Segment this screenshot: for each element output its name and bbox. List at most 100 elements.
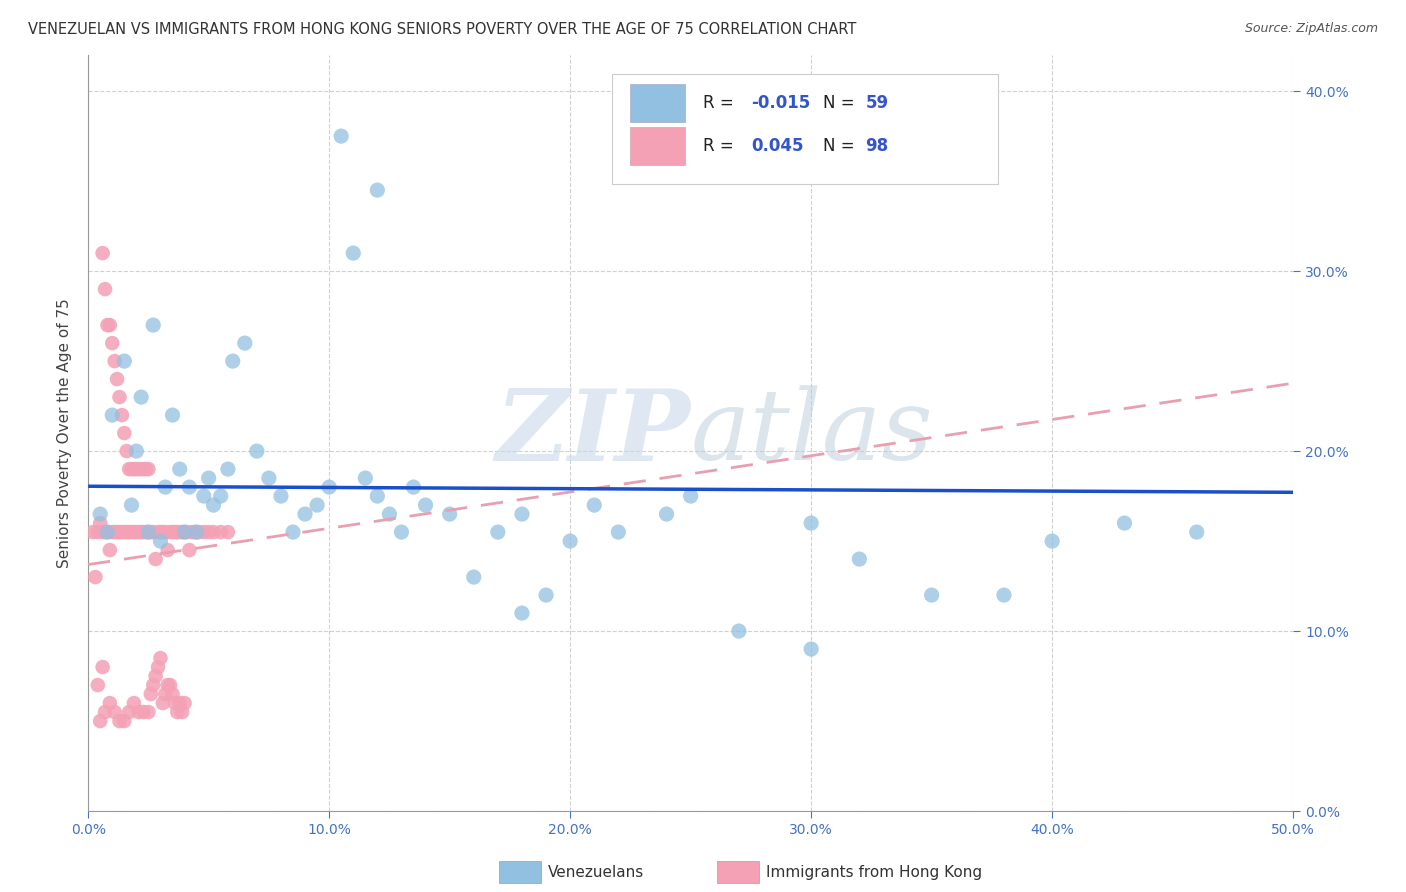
Point <box>108 525 131 540</box>
Point <box>98 543 121 558</box>
Point <box>121 498 143 512</box>
Text: VENEZUELAN VS IMMIGRANTS FROM HONG KONG SENIORS POVERTY OVER THE AGE OF 75 CORRE: VENEZUELAN VS IMMIGRANTS FROM HONG KONG … <box>28 22 856 37</box>
Point <box>183 525 205 540</box>
Point <box>96 525 118 540</box>
Point <box>129 462 152 476</box>
Point <box>162 408 184 422</box>
Point <box>129 390 152 404</box>
Point <box>307 498 329 512</box>
Point <box>132 462 155 476</box>
Point <box>146 525 169 540</box>
Point <box>145 552 167 566</box>
Point <box>112 714 135 728</box>
Point <box>179 480 201 494</box>
Point <box>118 525 141 540</box>
Point <box>993 588 1015 602</box>
Point <box>202 498 225 512</box>
Point <box>281 525 304 540</box>
Point <box>510 606 533 620</box>
FancyBboxPatch shape <box>630 127 685 165</box>
Point <box>163 696 186 710</box>
Point <box>89 714 111 728</box>
Point <box>98 696 121 710</box>
Text: N =: N = <box>823 94 860 112</box>
Point <box>91 525 114 540</box>
Y-axis label: Seniors Poverty Over the Age of 75: Seniors Poverty Over the Age of 75 <box>58 298 72 568</box>
Point <box>188 525 211 540</box>
Point <box>202 525 225 540</box>
Point <box>330 129 353 144</box>
Point <box>169 462 191 476</box>
Point <box>510 507 533 521</box>
Point <box>101 525 124 540</box>
Text: 98: 98 <box>865 136 889 155</box>
Point <box>159 678 181 692</box>
Point <box>128 462 150 476</box>
Point <box>209 525 232 540</box>
Point <box>104 525 127 540</box>
Point <box>156 678 179 692</box>
Point <box>125 462 148 476</box>
Point <box>89 516 111 530</box>
Point <box>318 480 340 494</box>
Point <box>800 516 823 530</box>
Point <box>415 498 437 512</box>
Point <box>149 534 172 549</box>
Point <box>166 525 188 540</box>
Point <box>800 642 823 657</box>
Point <box>139 687 162 701</box>
Point <box>209 489 232 503</box>
Point <box>108 390 131 404</box>
Point <box>94 525 117 540</box>
Point <box>118 705 141 719</box>
Point <box>142 318 165 332</box>
Point <box>125 525 148 540</box>
Point <box>270 489 292 503</box>
Point <box>217 462 239 476</box>
Point <box>111 408 134 422</box>
Point <box>145 669 167 683</box>
Point <box>121 462 143 476</box>
Point <box>142 678 165 692</box>
Point <box>105 372 128 386</box>
Point <box>138 705 160 719</box>
Point <box>176 525 198 540</box>
Text: Immigrants from Hong Kong: Immigrants from Hong Kong <box>766 865 983 880</box>
Point <box>104 705 127 719</box>
Point <box>115 525 138 540</box>
Point <box>108 714 131 728</box>
Point <box>82 525 104 540</box>
Point <box>91 660 114 674</box>
Point <box>101 408 124 422</box>
Point <box>607 525 630 540</box>
Point <box>391 525 413 540</box>
Point <box>534 588 557 602</box>
Point <box>366 489 388 503</box>
Point <box>1185 525 1208 540</box>
Point <box>155 525 177 540</box>
Point <box>294 507 316 521</box>
Point <box>98 318 121 332</box>
Point <box>91 246 114 260</box>
Point <box>135 525 157 540</box>
Point <box>439 507 461 521</box>
Point <box>169 696 191 710</box>
Point <box>378 507 401 521</box>
Point <box>156 543 179 558</box>
Point <box>87 678 110 692</box>
Point <box>122 696 145 710</box>
Point <box>173 696 195 710</box>
Point <box>162 687 184 701</box>
Point <box>222 354 245 368</box>
Point <box>193 489 215 503</box>
Point <box>139 525 162 540</box>
Point <box>186 525 208 540</box>
Point <box>159 525 181 540</box>
Point <box>96 318 118 332</box>
Point <box>1114 516 1136 530</box>
Point <box>112 426 135 441</box>
Point <box>132 705 155 719</box>
Point <box>155 687 177 701</box>
Point <box>163 525 186 540</box>
Point <box>104 354 127 368</box>
